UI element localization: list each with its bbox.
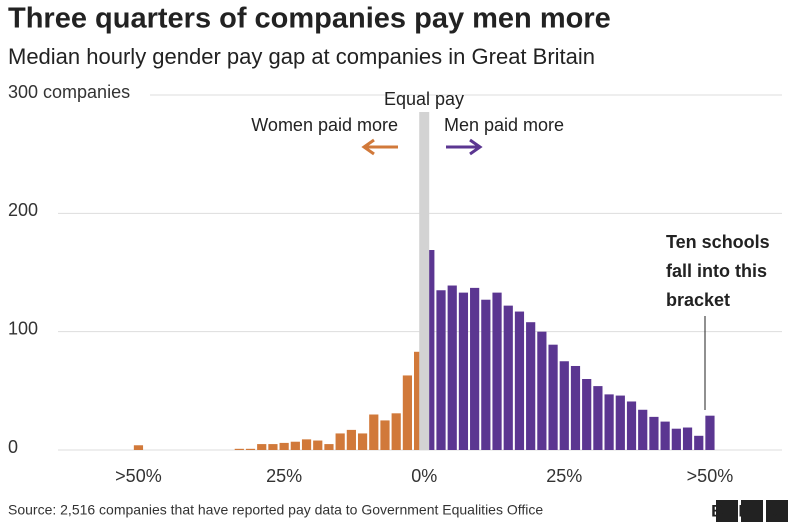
bar: [257, 444, 267, 450]
bar: [458, 292, 469, 450]
logo-box: [716, 500, 738, 522]
bar: [649, 416, 659, 450]
bar: [425, 250, 435, 450]
bar: [526, 322, 536, 450]
x-tick-label: 25%: [266, 466, 302, 486]
bars: [133, 112, 715, 450]
equal-pay-line: [419, 112, 430, 450]
bar: [447, 285, 457, 450]
bar: [582, 379, 592, 450]
logo-box: [741, 500, 763, 522]
annotation-line: fall into this: [666, 261, 767, 281]
bar: [514, 311, 525, 450]
bar: [391, 413, 401, 450]
bar: [369, 414, 379, 450]
bar: [324, 444, 334, 450]
logo-box: [766, 500, 788, 522]
arrow-right-head: [469, 138, 483, 156]
logo-text: BBC: [711, 501, 793, 520]
bar: [626, 401, 637, 450]
bar: [436, 290, 446, 450]
arrows: [361, 138, 483, 156]
bar: [133, 445, 144, 450]
annotation-line: Ten schools: [666, 232, 770, 252]
annotation-line: bracket: [666, 290, 730, 310]
bar: [245, 448, 256, 450]
x-tick-label: >50%: [115, 466, 162, 486]
y-tick-label: 0: [8, 437, 18, 457]
bar: [615, 395, 625, 450]
bar: [604, 394, 614, 450]
x-tick-label: 0%: [411, 466, 437, 486]
bar: [570, 365, 581, 450]
bar: [548, 344, 558, 450]
logo: [716, 500, 788, 522]
bar: [313, 440, 323, 450]
arrow-left-head: [361, 138, 375, 156]
chart-title: Three quarters of companies pay men more: [8, 3, 611, 35]
annotation: Ten schools fall into this bracket: [666, 232, 770, 310]
bar: [682, 427, 693, 450]
bar: [402, 375, 412, 450]
bar: [380, 420, 390, 450]
bar: [279, 442, 289, 450]
bar: [414, 351, 424, 450]
bar: [671, 428, 681, 450]
bar: [660, 421, 670, 450]
men-label: Men paid more: [444, 115, 564, 135]
bar: [290, 441, 300, 450]
equal-pay-label: Equal pay: [384, 89, 464, 109]
bar: [268, 444, 278, 450]
x-tick-label: >50%: [687, 466, 734, 486]
bar: [346, 429, 356, 450]
bar: [537, 331, 547, 450]
bar: [705, 415, 715, 450]
bar: [357, 433, 368, 450]
bar: [481, 299, 491, 450]
logo-text: BBC: [711, 501, 793, 520]
bar: [638, 409, 648, 450]
source: Source: 2,516 companies that have report…: [8, 502, 543, 518]
chart-subtitle: Median hourly gender pay gap at companie…: [8, 44, 595, 69]
bar: [335, 433, 345, 450]
grid: 0 100 200 300 companies >50% 25% 0% 25% >50%: [8, 82, 782, 486]
bar: [470, 287, 480, 450]
bar: [593, 386, 603, 450]
bar: [301, 439, 312, 450]
bar: [694, 435, 704, 450]
x-tick-label: 25%: [546, 466, 582, 486]
bar: [503, 305, 513, 450]
bar: [492, 292, 502, 450]
y-tick-label: 300 companies: [8, 82, 130, 102]
bar: [559, 361, 569, 450]
y-tick-label: 200: [8, 200, 38, 220]
y-tick-label: 100: [8, 318, 38, 338]
women-label: Women paid more: [251, 115, 398, 135]
bar: [234, 448, 244, 450]
